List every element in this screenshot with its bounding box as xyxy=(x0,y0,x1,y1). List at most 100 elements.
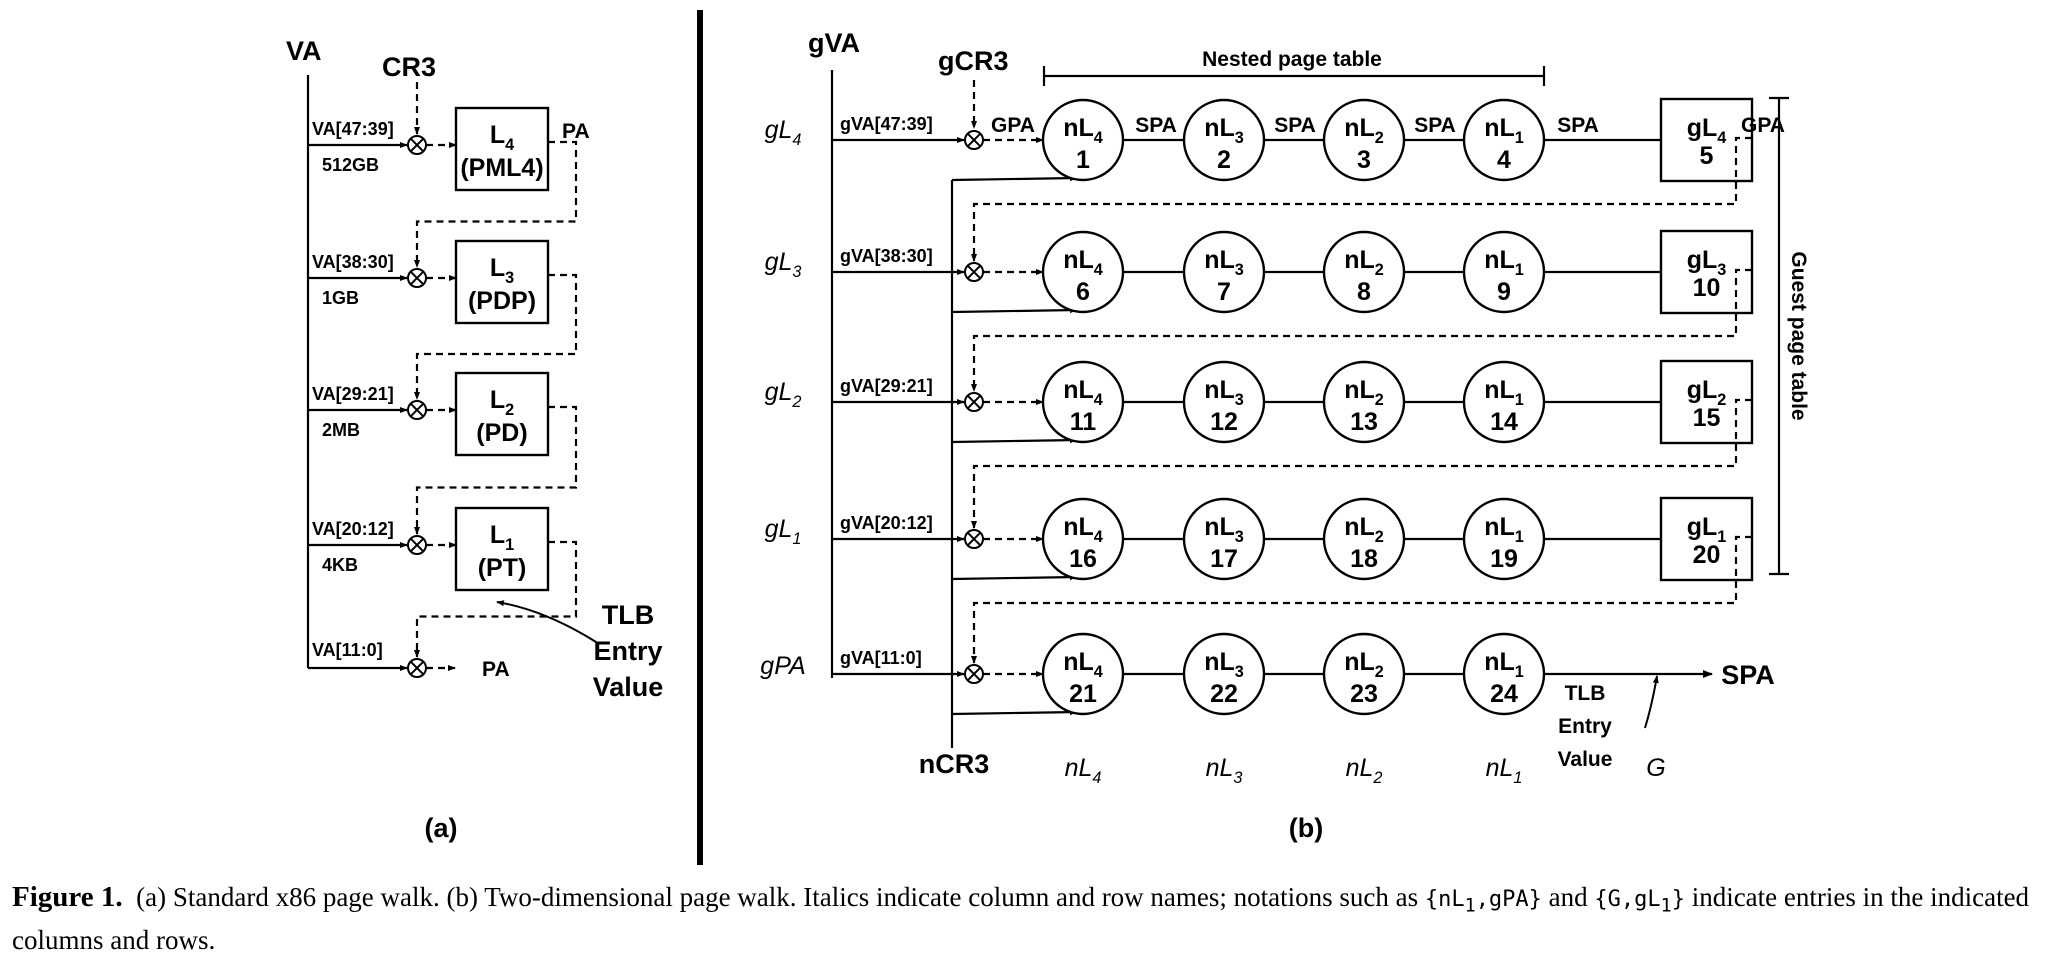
ncr3-branch xyxy=(951,175,1078,182)
ncr3-branch xyxy=(951,437,1078,444)
xor-stroke xyxy=(409,660,425,676)
row-bits-label: gVA[20:12] xyxy=(840,513,933,533)
row-xor xyxy=(964,664,984,684)
caption-notation-1: {nL1,gPA} xyxy=(1424,887,1542,917)
spa-label: SPA xyxy=(1557,114,1599,137)
nested-node-number: 7 xyxy=(1217,278,1231,306)
guest-box-number: 15 xyxy=(1693,404,1721,432)
nested-node-name: nL4 xyxy=(1063,513,1103,546)
level-bits-label: VA[20:12] xyxy=(312,519,394,539)
tlb-text-line: Value xyxy=(593,672,664,702)
nested-node-name: nL2 xyxy=(1344,376,1384,409)
pa-bottom-label: PA xyxy=(482,658,510,681)
tlb-text-line: TLB xyxy=(602,600,654,630)
xor-stroke xyxy=(409,270,425,286)
level-box xyxy=(454,239,550,325)
xor-node xyxy=(407,535,427,555)
xor-stroke xyxy=(966,531,982,547)
panel-b-two-dimensional-walk: gVA gCR3 nCR3 Nested page table Guest page t… xyxy=(760,28,1810,843)
ncr3-branch xyxy=(951,307,1078,314)
caption-notation-2: {G,gL1} xyxy=(1594,887,1685,917)
level-size-label: 2MB xyxy=(322,420,360,440)
row-name-label: gL4 xyxy=(765,116,802,149)
level-size-label: 512GB xyxy=(322,155,379,175)
row-name-label: gPA xyxy=(760,652,805,680)
level-name: L1 xyxy=(490,521,514,554)
guest-box-name: gL2 xyxy=(1687,376,1727,409)
column-name-label: nL2 xyxy=(1346,754,1383,787)
nested-node-name: nL1 xyxy=(1484,513,1524,546)
nested-node-number: 6 xyxy=(1076,278,1090,306)
level-desc: (PDP) xyxy=(468,287,536,315)
xor-stroke xyxy=(966,666,982,682)
nested-node-name: nL3 xyxy=(1204,648,1244,681)
nested-node-number: 17 xyxy=(1210,545,1238,573)
next-level-arrow xyxy=(414,405,578,535)
spa-final-label: SPA xyxy=(1721,660,1775,690)
xor-stroke xyxy=(966,132,982,148)
nested-node-number: 8 xyxy=(1357,278,1371,306)
nested-node-number: 19 xyxy=(1490,545,1518,573)
row-bits-label: gVA[29:21] xyxy=(840,376,933,396)
gva-label: gVA xyxy=(808,28,860,58)
caption-text-1: (a) Standard x86 page walk. (b) Two-dime… xyxy=(136,882,1425,912)
row-name-label: gL1 xyxy=(765,515,802,548)
nested-node-name: nL4 xyxy=(1063,376,1103,409)
gpa-right-label: GPA xyxy=(1741,114,1785,137)
tlb-text-line: Entry xyxy=(593,636,662,666)
column-name-label: nL4 xyxy=(1065,754,1102,787)
nested-node-name: nL2 xyxy=(1344,513,1384,546)
column-g-label: G xyxy=(1646,754,1665,782)
level-name: L2 xyxy=(490,386,514,419)
level-bits-label: VA[29:21] xyxy=(312,384,394,404)
guest-box-number: 20 xyxy=(1693,541,1721,569)
nested-node-name: nL4 xyxy=(1063,246,1103,279)
row-bits-label: gVA[47:39] xyxy=(840,114,933,134)
tlb-text-line: Value xyxy=(1558,748,1613,771)
guest-return-arrow xyxy=(971,398,1752,529)
caption-text-2: and xyxy=(1541,882,1595,912)
row-xor xyxy=(964,529,984,549)
next-level-arrow xyxy=(414,140,578,268)
panel-a-label: (a) xyxy=(425,813,458,843)
row-xor xyxy=(964,262,984,282)
level-bits-label: VA[47:39] xyxy=(312,119,394,139)
row-bits-label: gVA[11:0] xyxy=(840,648,922,668)
panel-a-standard-walk: VA CR3 VA[47:39] 512GB L4(PML4) VA[38:30] 1GB L… xyxy=(286,36,663,843)
offset-bits-label: VA[11:0] xyxy=(312,640,383,660)
cr3-label: CR3 xyxy=(382,52,436,82)
row-bits-label: gVA[38:30] xyxy=(840,246,933,266)
final-xor xyxy=(407,658,427,678)
guest-page-table-title: Guest page table xyxy=(1787,251,1810,420)
guest-box-number: 5 xyxy=(1700,142,1714,170)
nested-node-name: nL2 xyxy=(1344,114,1384,147)
nested-node-number: 12 xyxy=(1210,408,1238,436)
nested-node-name: nL1 xyxy=(1484,648,1524,681)
spa-label: SPA xyxy=(1414,114,1456,137)
level-size-label: 1GB xyxy=(322,288,359,308)
nested-node-number: 22 xyxy=(1210,680,1238,708)
nested-node-number: 3 xyxy=(1357,146,1371,174)
spa-label: SPA xyxy=(1135,114,1177,137)
nested-node-number: 9 xyxy=(1497,278,1511,306)
row-xor xyxy=(964,392,984,412)
tlb-pointer xyxy=(1644,675,1659,729)
nested-node-name: nL3 xyxy=(1204,114,1244,147)
xor-stroke xyxy=(409,537,425,553)
nested-node-number: 21 xyxy=(1069,680,1097,708)
next-level-arrow xyxy=(414,540,578,658)
ncr3-branch xyxy=(951,709,1078,716)
guest-box-number: 10 xyxy=(1693,274,1721,302)
level-desc: (PML4) xyxy=(460,154,543,182)
ncr3-label: nCR3 xyxy=(919,749,990,779)
nested-node-number: 18 xyxy=(1350,545,1378,573)
row-name-label: gL3 xyxy=(765,248,802,281)
figure-caption: Figure 1. (a) Standard x86 page walk. (b… xyxy=(12,880,2036,957)
level-desc: (PD) xyxy=(476,419,527,447)
column-name-label: nL3 xyxy=(1206,754,1243,787)
level-size-label: 4KB xyxy=(322,555,358,575)
level-name: L4 xyxy=(490,121,514,154)
xor-stroke xyxy=(409,137,425,153)
ncr3-branch xyxy=(951,574,1078,581)
level-desc: (PT) xyxy=(478,554,527,582)
